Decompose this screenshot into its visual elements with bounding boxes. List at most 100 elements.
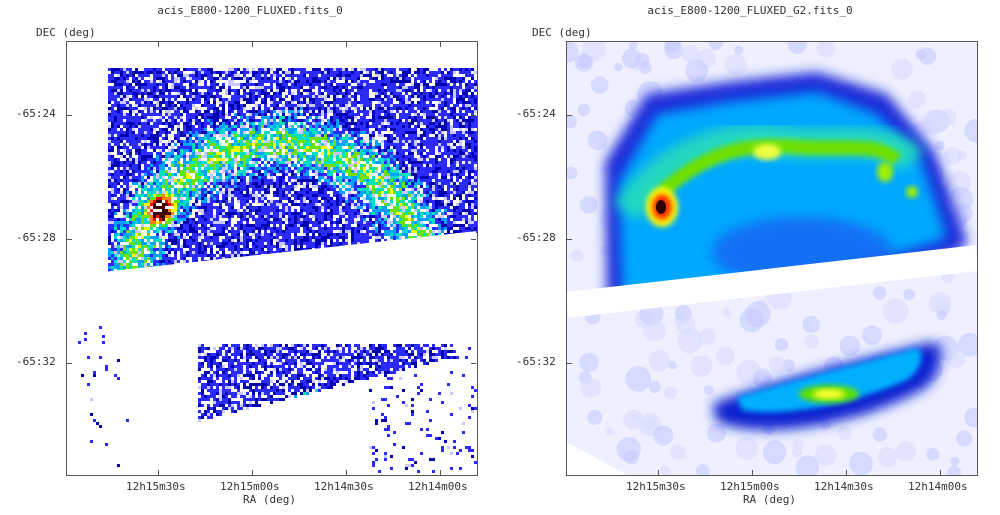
pixel bbox=[201, 131, 204, 134]
pixel bbox=[126, 179, 129, 182]
pixel bbox=[162, 185, 165, 188]
pixel bbox=[156, 92, 159, 95]
pixel bbox=[330, 122, 333, 125]
pixel bbox=[231, 128, 234, 131]
pixel bbox=[447, 200, 450, 203]
pixel bbox=[111, 71, 114, 74]
pixel bbox=[114, 185, 117, 188]
pixel bbox=[456, 161, 459, 164]
pixel bbox=[285, 170, 288, 173]
pixel bbox=[309, 179, 312, 182]
pixel bbox=[243, 209, 246, 212]
pixel bbox=[186, 200, 189, 203]
pixel bbox=[264, 182, 267, 185]
pixel bbox=[423, 203, 426, 206]
pixel bbox=[267, 92, 270, 95]
pixel bbox=[195, 98, 198, 101]
pixel bbox=[120, 74, 123, 77]
pixel bbox=[234, 188, 237, 191]
pixel bbox=[192, 74, 195, 77]
pixel bbox=[336, 122, 339, 125]
pixel bbox=[345, 77, 348, 80]
pixel bbox=[285, 134, 288, 137]
pixel bbox=[471, 164, 474, 167]
pixel bbox=[246, 92, 249, 95]
pixel bbox=[210, 140, 213, 143]
pixel bbox=[222, 182, 225, 185]
pixel bbox=[189, 116, 192, 119]
pixel bbox=[156, 71, 159, 74]
pixel bbox=[204, 119, 207, 122]
pixel bbox=[201, 143, 204, 146]
pixel bbox=[402, 197, 405, 200]
pixel bbox=[201, 197, 204, 200]
pixel bbox=[162, 92, 165, 95]
pixel bbox=[255, 95, 258, 98]
pixel bbox=[354, 107, 357, 110]
pixel bbox=[399, 194, 402, 197]
pixel bbox=[204, 170, 207, 173]
pixel bbox=[159, 182, 162, 185]
pixel bbox=[231, 176, 234, 179]
pixel bbox=[474, 155, 477, 158]
left-image-frame[interactable] bbox=[66, 41, 478, 476]
pixel bbox=[471, 128, 474, 131]
pixel bbox=[201, 68, 204, 71]
pixel bbox=[399, 197, 402, 200]
pixel bbox=[150, 92, 153, 95]
pixel bbox=[234, 191, 237, 194]
pixel bbox=[231, 116, 234, 119]
pixel bbox=[426, 203, 429, 206]
pixel bbox=[390, 110, 393, 113]
pixel bbox=[366, 194, 369, 197]
pixel bbox=[423, 68, 426, 71]
pixel bbox=[423, 134, 426, 137]
pixel bbox=[408, 104, 411, 107]
pixel bbox=[303, 134, 306, 137]
pixel bbox=[156, 176, 159, 179]
pixel bbox=[462, 146, 465, 149]
pixel bbox=[156, 137, 159, 140]
pixel bbox=[129, 149, 132, 152]
pixel bbox=[294, 164, 297, 167]
pixel bbox=[213, 200, 216, 203]
pixel bbox=[360, 74, 363, 77]
pixel bbox=[171, 179, 174, 182]
pixel bbox=[171, 77, 174, 80]
pixel bbox=[138, 170, 141, 173]
pixel bbox=[438, 68, 441, 71]
pixel bbox=[270, 170, 273, 173]
pixel bbox=[138, 149, 141, 152]
pixel bbox=[327, 107, 330, 110]
pixel bbox=[327, 152, 330, 155]
pixel bbox=[447, 143, 450, 146]
pixel bbox=[270, 173, 273, 176]
pixel bbox=[402, 179, 405, 182]
pixel bbox=[111, 212, 114, 215]
pixel bbox=[225, 188, 228, 191]
pixel bbox=[432, 122, 435, 125]
pixel bbox=[153, 179, 156, 182]
pixel bbox=[222, 158, 225, 161]
pixel bbox=[228, 146, 231, 149]
pixel bbox=[453, 164, 456, 167]
pixel bbox=[216, 77, 219, 80]
pixel bbox=[300, 86, 303, 89]
pixel bbox=[456, 101, 459, 104]
pixel bbox=[285, 140, 288, 143]
pixel bbox=[264, 101, 267, 104]
pixel bbox=[369, 200, 372, 203]
pixel bbox=[255, 182, 258, 185]
pixel bbox=[327, 206, 330, 209]
pixel bbox=[282, 188, 285, 191]
pixel bbox=[249, 182, 252, 185]
pixel bbox=[186, 137, 189, 140]
pixel bbox=[396, 98, 399, 101]
pixel bbox=[387, 110, 390, 113]
pixel bbox=[177, 68, 180, 71]
pixel bbox=[153, 185, 156, 188]
pixel bbox=[375, 140, 378, 143]
pixel bbox=[402, 101, 405, 104]
pixel bbox=[234, 179, 237, 182]
pixel bbox=[414, 158, 417, 161]
